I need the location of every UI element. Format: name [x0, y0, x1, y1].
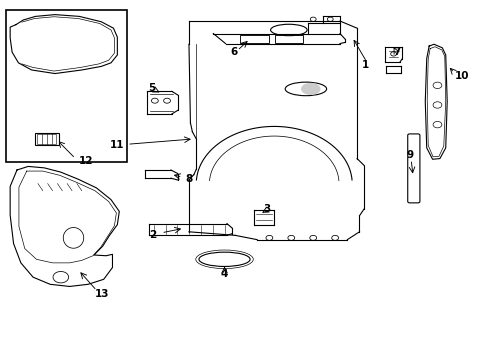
- Ellipse shape: [199, 252, 250, 266]
- Bar: [240, 35, 270, 43]
- Bar: [37, 134, 56, 144]
- Text: 12: 12: [78, 156, 93, 166]
- Text: 1: 1: [362, 60, 369, 70]
- Text: 13: 13: [95, 289, 109, 298]
- Ellipse shape: [301, 83, 320, 95]
- Bar: [34, 133, 59, 145]
- Text: 3: 3: [264, 204, 271, 214]
- Text: 5: 5: [148, 83, 155, 93]
- Text: 9: 9: [406, 150, 413, 160]
- Text: 4: 4: [221, 269, 228, 279]
- Bar: [6, 10, 127, 162]
- Text: 10: 10: [455, 71, 469, 81]
- Text: 7: 7: [393, 47, 401, 57]
- Text: 6: 6: [231, 48, 238, 58]
- FancyBboxPatch shape: [408, 134, 420, 203]
- Ellipse shape: [285, 82, 327, 96]
- Text: 11: 11: [110, 140, 124, 150]
- Text: 2: 2: [149, 230, 156, 240]
- Text: 8: 8: [186, 174, 193, 184]
- Bar: [275, 35, 303, 43]
- Ellipse shape: [270, 24, 307, 36]
